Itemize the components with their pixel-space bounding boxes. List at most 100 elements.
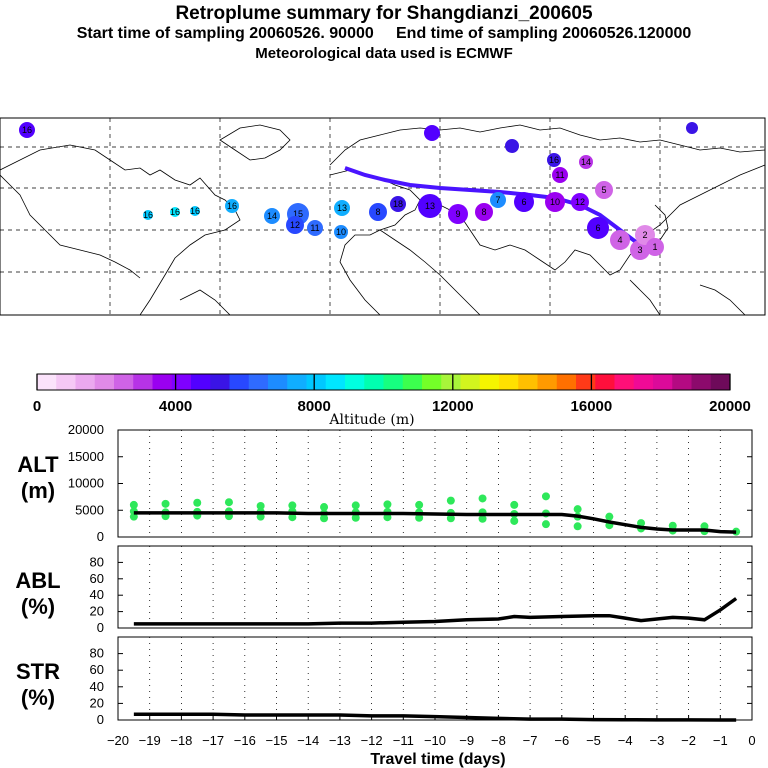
altitude-point: [351, 501, 360, 510]
x-tick-label: 0: [748, 733, 755, 748]
coastlines: [0, 124, 766, 316]
colorbar-swatch: [229, 374, 250, 390]
colorbar-swatch: [672, 374, 692, 390]
y-tick-label: 60: [90, 571, 104, 586]
trajectory-marker-label: 4: [617, 235, 622, 245]
y-tick-label: 20: [90, 604, 104, 619]
colorbar-tick-label: 8000: [298, 398, 331, 415]
y-tick-label: 0: [97, 620, 104, 635]
altitude-point: [288, 501, 297, 510]
trajectory-marker-label: 8: [481, 207, 486, 217]
colorbar-swatch: [37, 374, 57, 390]
x-tick-label: −5: [586, 733, 601, 748]
x-tick-label: −17: [202, 733, 224, 748]
altitude-point: [573, 505, 582, 514]
trajectory-marker-label: 11: [555, 170, 564, 180]
colorbar-swatch: [653, 374, 673, 390]
altitude-point: [415, 500, 424, 509]
colorbar-swatch: [306, 374, 327, 390]
trajectory-marker: [448, 204, 468, 224]
trajectory-marker: [19, 122, 35, 138]
x-tick-label: −16: [234, 733, 256, 748]
trajectory-marker-label: 16: [227, 201, 237, 211]
trajectory-marker: [307, 220, 323, 236]
trajectory-marker-label: 16: [170, 207, 180, 217]
colorbar-swatch: [75, 374, 96, 390]
colorbar-swatch: [191, 374, 211, 390]
x-tick-label: −19: [139, 733, 161, 748]
x-tick-label: −13: [329, 733, 351, 748]
x-tick-label: −11: [393, 733, 414, 748]
panel-label: STR: [16, 659, 60, 684]
altitude-point: [573, 522, 582, 531]
x-tick-label: −18: [170, 733, 192, 748]
y-tick-label: 0: [97, 712, 104, 727]
colorbar-label: Altitude (m): [328, 412, 414, 428]
altitude-point: [510, 516, 519, 525]
altitude-point: [605, 512, 614, 521]
trajectory-marker: [225, 199, 239, 213]
altitude-point: [320, 503, 329, 512]
trajectory-marker: [587, 217, 609, 239]
altitude-point: [256, 501, 265, 510]
time-series-panels: 05000100001500020000ALT(m)020406080ABL(%…: [15, 422, 755, 748]
panel-label: ABL: [15, 568, 60, 593]
x-tick-label: −8: [491, 733, 506, 748]
altitude-point: [541, 520, 550, 529]
altitude-point: [415, 513, 424, 522]
trajectory-marker-label: 10: [336, 227, 346, 237]
trajectory-marker-label: 11: [310, 223, 319, 233]
trajectory-marker-label: 14: [267, 211, 277, 221]
trajectory-marker-label: 10: [550, 197, 560, 207]
colorbar-swatch: [441, 374, 461, 390]
colorbar-swatch: [537, 374, 558, 390]
altitude-median-line: [133, 511, 737, 534]
colorbar-swatch: [268, 374, 288, 390]
colorbar-swatch: [345, 374, 365, 390]
sampling-times: Start time of sampling 20060526. 90000 E…: [76, 25, 692, 42]
chart-title: Retroplume summary for Shangdianzi_20060…: [175, 3, 593, 24]
panel-alt: 0 5000 10000 15000 20000 ALT(m): [17, 422, 753, 544]
trajectory-marker: [369, 203, 387, 221]
altitude-point: [193, 498, 202, 507]
x-tick-label: −14: [297, 733, 319, 748]
panel-unit-label: (%): [21, 685, 55, 710]
abl-series-line: [133, 597, 738, 626]
met-data-note: Meteorological data used is ECMWF: [255, 45, 513, 62]
altitude-point: [541, 492, 550, 501]
altitude-point: [161, 499, 170, 508]
x-tick-label: −1: [713, 733, 728, 748]
trajectory-marker: [190, 206, 200, 216]
altitude-colorbar: 0 4000 8000 12000 16000 20000: [33, 373, 751, 415]
altitude-point: [510, 500, 519, 509]
altitude-point: [446, 496, 455, 505]
colorbar-swatch: [210, 374, 230, 390]
x-tick-label: −6: [554, 733, 569, 748]
trajectory-marker-label: 8: [375, 207, 380, 217]
trajectory-marker-label: 13: [425, 201, 435, 211]
colorbar-swatch: [691, 374, 712, 390]
trajectory-marker: [286, 216, 304, 234]
trajectory-marker: [610, 230, 630, 250]
trajectory-marker-label: 16: [549, 155, 559, 165]
colorbar-swatch: [710, 374, 731, 390]
x-tick-label: −15: [265, 733, 287, 748]
y-tick-label: 40: [90, 587, 104, 602]
colorbar-swatch: [402, 374, 423, 390]
trajectory-marker-label: 6: [595, 223, 600, 233]
x-tick-label: −9: [459, 733, 474, 748]
trajectory-marker-label: 15: [293, 209, 303, 219]
trajectory-marker: [547, 153, 561, 167]
y-tick-label: 40: [90, 679, 104, 694]
trajectory-marker: [514, 192, 534, 212]
trajectory-marker-label: 7: [495, 195, 500, 205]
colorbar-swatch: [171, 374, 192, 390]
x-tick-label: −2: [681, 733, 696, 748]
x-tick-label: −20: [107, 733, 129, 748]
trajectory-marker-label: 18: [393, 199, 403, 209]
y-tick-label: 80: [90, 646, 104, 661]
